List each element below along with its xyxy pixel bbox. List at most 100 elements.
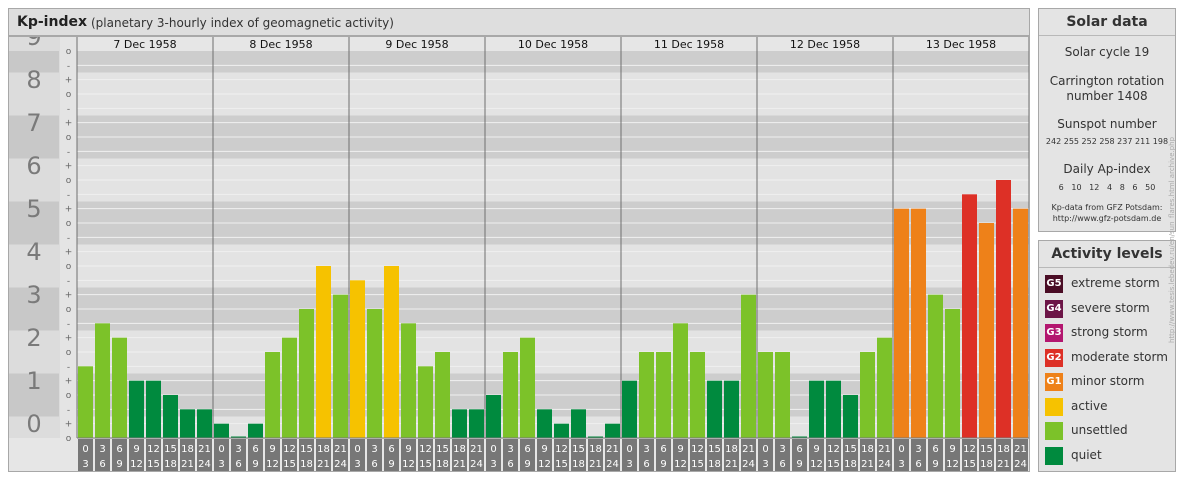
hour-end-label: 12 xyxy=(266,459,279,470)
hour-box xyxy=(333,439,348,471)
hour-end-label: 24 xyxy=(1014,459,1027,470)
kp-bar xyxy=(401,323,416,438)
minor-mark: - xyxy=(67,104,70,114)
hour-box xyxy=(792,439,807,471)
minor-mark: o xyxy=(66,391,72,401)
hour-box xyxy=(316,439,331,471)
hour-end-label: 3 xyxy=(626,459,632,470)
hour-start-label: 9 xyxy=(677,444,683,455)
hour-start-label: 15 xyxy=(436,444,449,455)
hour-start-label: 12 xyxy=(555,444,568,455)
source-line2: http://www.gfz-potsdam.de xyxy=(1052,214,1162,223)
hour-start-label: 21 xyxy=(334,444,347,455)
kp-bar xyxy=(214,423,229,438)
hour-end-label: 9 xyxy=(388,459,394,470)
hour-box xyxy=(214,439,229,471)
hour-start-label: 18 xyxy=(453,444,466,455)
solar-cycle: Solar cycle 19 xyxy=(1064,45,1150,59)
level-swatch xyxy=(1045,397,1063,416)
minor-mark: - xyxy=(67,276,70,286)
hour-box xyxy=(945,439,960,471)
hour-start-label: 15 xyxy=(164,444,177,455)
hour-end-label: 24 xyxy=(742,459,755,470)
day-label: 10 Dec 1958 xyxy=(518,38,588,51)
kp-bar xyxy=(469,409,484,438)
solar-data-title: Solar data xyxy=(1039,9,1175,36)
kp-bar xyxy=(945,309,960,438)
hour-end-label: 18 xyxy=(844,459,857,470)
hour-end-label: 24 xyxy=(878,459,891,470)
y-axis-cell xyxy=(9,201,59,245)
kp-bar xyxy=(554,423,569,438)
hour-box xyxy=(656,439,671,471)
level-label: active xyxy=(1071,398,1108,413)
hour-start-label: 6 xyxy=(116,444,122,455)
ap-title: Daily Ap-index xyxy=(1063,162,1151,176)
minor-mark: + xyxy=(65,162,73,172)
hour-start-label: 21 xyxy=(198,444,211,455)
hour-end-label: 3 xyxy=(898,459,904,470)
kp-bar xyxy=(486,395,501,438)
hour-box xyxy=(367,439,382,471)
hour-end-label: 18 xyxy=(164,459,177,470)
y-tick-label: 8 xyxy=(26,66,41,94)
hour-end-label: 9 xyxy=(932,459,938,470)
kp-bar xyxy=(180,409,195,438)
hour-end-label: 15 xyxy=(147,459,160,470)
kp-bar xyxy=(622,380,637,438)
kp-bar xyxy=(418,366,433,438)
y-tick-label: 5 xyxy=(26,195,41,223)
hour-start-label: 18 xyxy=(997,444,1010,455)
kp-band xyxy=(77,416,1029,438)
hour-box xyxy=(894,439,909,471)
level-label: extreme storm xyxy=(1071,276,1160,290)
minor-mark: + xyxy=(65,248,73,258)
kp-bar xyxy=(962,194,977,438)
hour-end-label: 15 xyxy=(691,459,704,470)
hour-box xyxy=(996,439,1011,471)
hour-start-label: 6 xyxy=(796,444,802,455)
hour-end-label: 9 xyxy=(660,459,666,470)
hour-end-label: 18 xyxy=(300,459,313,470)
hour-box xyxy=(588,439,603,471)
hour-box xyxy=(78,439,93,471)
kp-bar xyxy=(78,366,93,438)
minor-mark: o xyxy=(66,90,72,100)
kp-bar xyxy=(843,395,858,438)
hour-start-label: 3 xyxy=(507,444,513,455)
hour-end-label: 15 xyxy=(555,459,568,470)
ap-values: 6 10 12 4 8 6 50 xyxy=(1058,183,1156,192)
minor-mark: o xyxy=(66,176,72,186)
carrington-line1: Carrington rotation xyxy=(1049,74,1165,88)
kp-bar xyxy=(95,323,110,438)
hour-box xyxy=(435,439,450,471)
minor-mark: - xyxy=(67,405,70,415)
source-line1: Kp-data from GFZ Potsdam: xyxy=(1051,203,1163,212)
y-tick-label: 9 xyxy=(26,36,41,51)
level-label: severe storm xyxy=(1071,300,1150,315)
minor-mark: + xyxy=(65,205,73,215)
hour-box xyxy=(775,439,790,471)
kp-bar xyxy=(129,380,144,438)
hour-box xyxy=(282,439,297,471)
hour-box xyxy=(520,439,535,471)
hour-box xyxy=(673,439,688,471)
kp-bar xyxy=(588,436,603,438)
hour-start-label: 12 xyxy=(691,444,704,455)
y-axis-cell xyxy=(9,72,59,116)
hour-box xyxy=(724,439,739,471)
kp-bar xyxy=(996,180,1011,438)
hour-start-label: 12 xyxy=(963,444,976,455)
hour-box xyxy=(231,439,246,471)
kp-bar xyxy=(452,409,467,438)
kp-bar xyxy=(163,395,178,438)
level-label: quiet xyxy=(1071,447,1102,462)
minor-mark: o xyxy=(66,47,72,57)
hour-start-label: 9 xyxy=(133,444,139,455)
hour-end-label: 6 xyxy=(643,459,649,470)
level-swatch xyxy=(1045,422,1063,440)
hour-end-label: 24 xyxy=(470,459,483,470)
hour-start-label: 12 xyxy=(147,444,160,455)
kp-bar xyxy=(826,380,841,438)
minor-mark: - xyxy=(67,190,70,200)
